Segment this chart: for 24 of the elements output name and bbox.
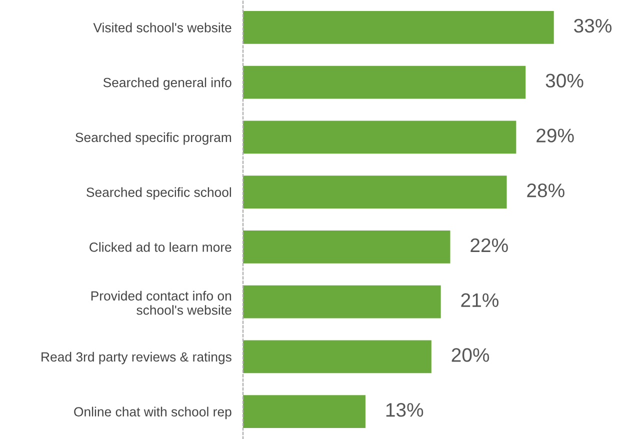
- data-label: 29%: [536, 128, 574, 142]
- y-tick-label: Read 3rd party reviews & ratings: [42, 352, 232, 364]
- bar: [243, 10, 554, 44]
- bar: [243, 66, 526, 99]
- data-label: 30%: [546, 74, 584, 88]
- y-tick-label: Provided contact info on school's website: [91, 290, 232, 315]
- bar: [243, 176, 507, 209]
- y-tick-label: Online chat with school rep: [74, 406, 232, 420]
- bar: [243, 285, 441, 318]
- y-tick-label: Visited school's website: [93, 22, 232, 32]
- y-tick-label: Clicked ad to learn more: [90, 242, 232, 252]
- data-label: 33%: [574, 18, 612, 33]
- data-label: 20%: [452, 348, 490, 362]
- bar: [243, 395, 366, 428]
- y-tick-label: Searched specific program: [76, 132, 232, 145]
- bar: [243, 230, 450, 264]
- data-label: 21%: [461, 293, 498, 307]
- data-label: 13%: [386, 403, 424, 417]
- bar: [243, 340, 432, 374]
- bar: [243, 120, 516, 154]
- y-tick-label: Searched general info: [103, 78, 232, 90]
- data-label: 28%: [527, 184, 564, 198]
- y-tick-label: Searched specific school: [86, 187, 232, 200]
- data-label: 22%: [470, 238, 508, 252]
